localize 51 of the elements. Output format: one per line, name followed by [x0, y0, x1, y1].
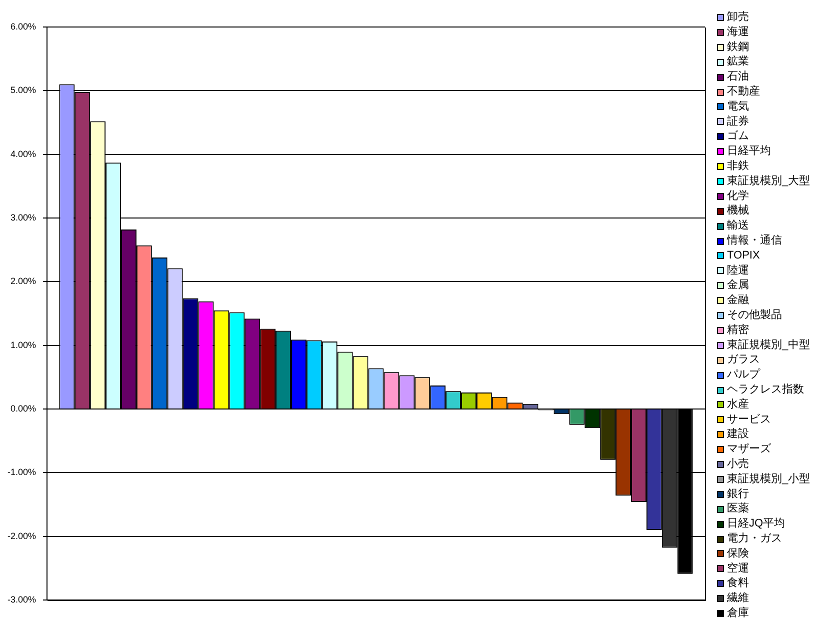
legend-label: 水産: [727, 397, 749, 410]
legend-label: 建設: [726, 427, 749, 440]
y-tick-label: 2.00%: [10, 276, 36, 286]
legend-label: その他製品: [727, 308, 782, 322]
legend-label: パルプ: [726, 368, 761, 381]
legend-label: 輸送: [727, 220, 749, 232]
y-tick-label: -2.00%: [7, 530, 36, 541]
legend-label: 金融: [727, 294, 749, 306]
legend-label: ヘラクレス指数: [727, 384, 804, 396]
legend-label: 電力・ガス: [727, 532, 782, 545]
y-tick-label: -3.00%: [7, 594, 36, 604]
legend-label: マザーズ: [727, 443, 772, 456]
legend-label: 金属: [727, 279, 749, 292]
legend-label: 情報・通信: [726, 234, 782, 247]
legend-label: 非鉄: [727, 159, 749, 172]
legend-label: ゴム: [727, 130, 749, 142]
legend-label: 繊維: [726, 591, 749, 604]
legend-label: 空運: [727, 561, 749, 574]
legend-label: 倉庫: [727, 606, 749, 620]
legend-label: 医薬: [727, 502, 749, 515]
legend-label: 鉄鋼: [727, 40, 749, 53]
y-tick-label: 3.00%: [10, 212, 36, 222]
legend-label: ガラス: [727, 354, 760, 366]
y-tick-label: -1.00%: [7, 467, 36, 478]
legend-label: 食料: [727, 576, 749, 590]
legend-label: 銀行: [727, 488, 749, 500]
legend-label: 石油: [727, 70, 749, 83]
legend-label: TOPIX: [727, 249, 760, 262]
legend-label: 小売: [727, 457, 749, 470]
legend-label: 証券: [727, 114, 749, 128]
legend-label: 日経平均: [727, 145, 771, 158]
legend-label: サービス: [727, 413, 771, 426]
legend-label: 東証規模別_中型: [727, 338, 810, 351]
legend-label: 陸運: [727, 264, 749, 276]
y-tick-label: 6.00%: [10, 21, 36, 32]
legend-label: 東証規模別_小型: [727, 472, 810, 485]
legend-label: 鉱業: [727, 54, 749, 68]
y-tick-label: 5.00%: [10, 85, 36, 96]
legend-label: 卸売: [727, 10, 749, 24]
legend-label: 海運: [727, 26, 749, 38]
legend-label: 不動産: [727, 84, 760, 98]
legend-label: 保険: [727, 547, 749, 560]
legend-label: 電気: [727, 100, 749, 112]
legend-label: 東証規模別_大型: [727, 174, 810, 187]
legend-label: 日経JQ平均: [727, 518, 786, 530]
y-tick-label: 1.00%: [10, 340, 36, 350]
y-tick-label: 4.00%: [10, 148, 36, 159]
legend-label: 精密: [727, 322, 749, 336]
legend-label: 化学: [727, 190, 749, 202]
y-tick-label: 0.00%: [10, 403, 36, 414]
legend-label: 機械: [727, 204, 749, 217]
